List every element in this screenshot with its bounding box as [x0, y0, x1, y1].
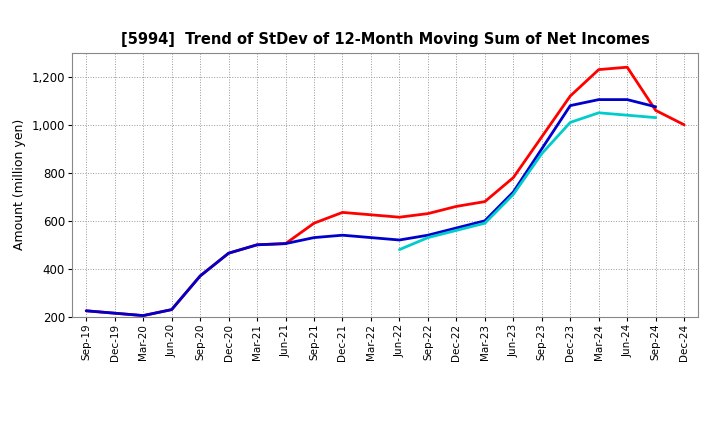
3 Years	[366, 212, 375, 217]
3 Years	[395, 215, 404, 220]
3 Years	[537, 134, 546, 139]
3 Years	[509, 175, 518, 180]
3 Years	[338, 210, 347, 215]
3 Years	[480, 199, 489, 204]
Line: 3 Years: 3 Years	[86, 67, 684, 315]
3 Years	[82, 308, 91, 313]
3 Years	[225, 250, 233, 256]
3 Years	[167, 307, 176, 312]
3 Years	[310, 220, 318, 226]
3 Years	[282, 241, 290, 246]
3 Years	[566, 93, 575, 99]
3 Years	[253, 242, 261, 247]
3 Years	[110, 311, 119, 316]
3 Years	[680, 122, 688, 128]
Title: [5994]  Trend of StDev of 12-Month Moving Sum of Net Incomes: [5994] Trend of StDev of 12-Month Moving…	[121, 33, 649, 48]
3 Years	[623, 65, 631, 70]
3 Years	[139, 313, 148, 318]
3 Years	[452, 204, 461, 209]
3 Years	[595, 67, 603, 72]
3 Years	[196, 273, 204, 279]
3 Years	[652, 108, 660, 113]
3 Years	[423, 211, 432, 216]
Y-axis label: Amount (million yen): Amount (million yen)	[13, 119, 26, 250]
